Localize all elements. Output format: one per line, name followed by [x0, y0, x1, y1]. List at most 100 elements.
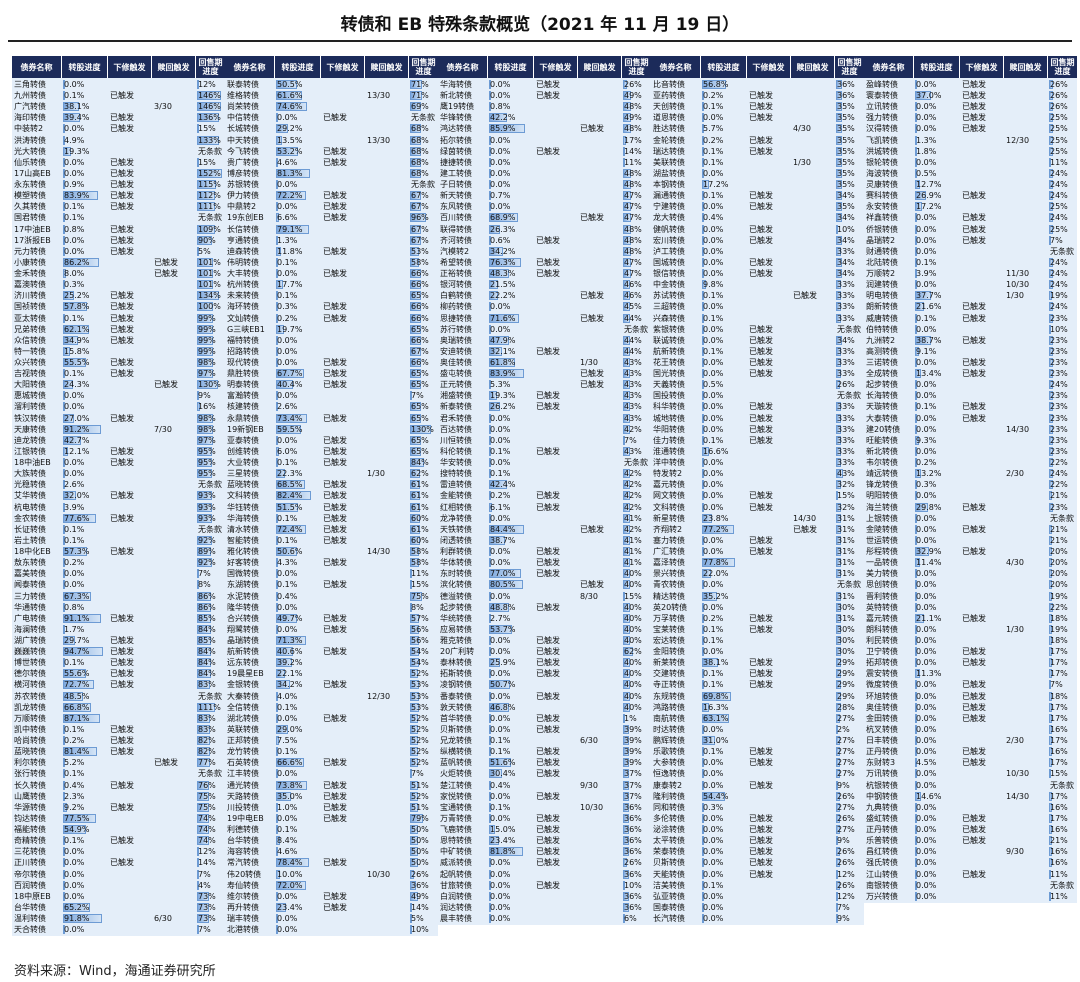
put-bar [197, 413, 213, 423]
conversion-bar [276, 180, 278, 190]
bond-name: 江山转债 [866, 869, 898, 879]
redeem-trigger: 14/30 [1006, 424, 1030, 434]
redeem-trigger: 8/30 [580, 591, 598, 601]
put-progress: 31% [837, 513, 855, 523]
conversion-progress: 1.3% [916, 135, 937, 145]
redeem-trigger: 10/30 [1006, 769, 1030, 779]
conversion-bar [489, 157, 491, 167]
put-progress: 20% [1050, 558, 1068, 568]
conversion-progress: 0.0% [916, 569, 937, 579]
bond-name: 水泥转债 [227, 591, 259, 601]
put-bar [623, 780, 629, 790]
bond-name: 海容转债 [227, 847, 259, 857]
conversion-progress: 9.8% [703, 280, 724, 290]
put-progress: 24% [1050, 302, 1068, 312]
conversion-bar [63, 869, 65, 879]
put-progress: 33% [837, 413, 855, 423]
conversion-bar [63, 747, 98, 757]
put-progress: 42% [624, 502, 642, 512]
bond-name: 蓝晓转债 [227, 480, 259, 490]
conversion-bar [915, 324, 917, 334]
put-bar [197, 380, 219, 390]
bond-name: 世运转债 [866, 535, 898, 545]
put-progress: 5% [411, 914, 424, 923]
redeem-trigger: 4/30 [793, 124, 811, 134]
conversion-progress: 0.1% [916, 313, 937, 323]
conversion-bar [489, 825, 496, 835]
conversion-progress: 40.6% [277, 647, 303, 657]
bond-name: 长证转债 [14, 524, 46, 534]
conversion-bar [702, 513, 712, 523]
down-trigger: 已触发 [323, 758, 347, 768]
put-progress: 33% [837, 458, 855, 468]
bond-name: 百达转债 [440, 424, 472, 434]
put-bar [836, 480, 842, 490]
down-trigger: 已触发 [110, 180, 134, 190]
bond-name: 紫银转债 [653, 324, 685, 334]
conversion-progress: 0.0% [916, 691, 937, 701]
conversion-progress: 62.1% [64, 324, 90, 334]
down-trigger: 已触发 [962, 402, 986, 412]
put-bar [1049, 202, 1054, 212]
down-trigger: 已触发 [110, 168, 134, 178]
down-trigger: 已触发 [536, 813, 560, 823]
put-bar [623, 724, 630, 734]
put-progress: 152% [198, 168, 221, 178]
bond-name: 侨银转债 [866, 224, 898, 234]
bond-name: 雷迪转债 [440, 480, 472, 490]
put-bar [623, 280, 631, 290]
conversion-bar [489, 369, 525, 379]
conversion-progress: 0.1% [64, 91, 85, 101]
conversion-progress: 0.0% [490, 791, 511, 801]
conversion-progress: 48.5% [64, 691, 90, 701]
conversion-bar [702, 858, 704, 868]
bond-name: 天義转债 [653, 380, 685, 390]
down-trigger: 已触发 [536, 346, 560, 356]
conversion-bar [276, 124, 289, 134]
redeem-trigger: 已触发 [580, 380, 604, 390]
conversion-progress: 0.0% [277, 113, 298, 123]
conversion-progress: 0.1% [64, 769, 85, 779]
conversion-progress: 0.0% [277, 624, 298, 634]
conversion-progress: 73.4% [277, 413, 303, 423]
conversion-progress: 0.0% [64, 124, 85, 134]
put-progress: 24% [1050, 257, 1068, 267]
redeem-trigger: 6/30 [580, 736, 598, 746]
put-bar [197, 502, 213, 512]
conversion-progress: 0.1% [916, 257, 937, 267]
put-progress: 29% [837, 691, 855, 701]
put-progress: 74% [198, 825, 216, 835]
put-progress: 47% [624, 269, 642, 279]
put-progress: 21% [1050, 836, 1068, 846]
conversion-bar [489, 613, 491, 623]
put-bar [623, 580, 630, 590]
put-progress: 136% [198, 113, 221, 123]
put-progress: 20% [1050, 580, 1068, 590]
conversion-progress: 38.7% [916, 335, 942, 345]
bond-name: 齐翔转2 [653, 524, 683, 534]
conversion-bar [702, 780, 704, 790]
column-header: 回售期进度 [196, 56, 225, 78]
put-bar [623, 358, 630, 367]
conversion-bar [702, 157, 704, 167]
put-progress: 27% [837, 713, 855, 723]
bond-name: 博彦转债 [227, 168, 259, 178]
put-progress: 27% [837, 825, 855, 835]
put-progress: 33% [837, 369, 855, 379]
put-bar [1049, 702, 1052, 712]
put-progress: 52% [411, 791, 429, 801]
conversion-progress: 26.3% [490, 224, 516, 234]
conversion-bar [489, 535, 506, 545]
bond-name: 万顺转债 [14, 713, 46, 723]
conversion-bar [489, 380, 492, 390]
conversion-bar [276, 346, 278, 356]
conversion-progress: 0.0% [703, 235, 724, 245]
bond-name: 大参转债 [653, 758, 685, 768]
put-progress: 23% [1050, 446, 1068, 456]
put-bar [1049, 113, 1054, 123]
put-bar [1049, 602, 1053, 612]
put-progress: 40% [624, 624, 642, 634]
put-bar [836, 102, 842, 112]
put-bar [197, 302, 214, 312]
conversion-progress: 0.0% [916, 847, 937, 857]
